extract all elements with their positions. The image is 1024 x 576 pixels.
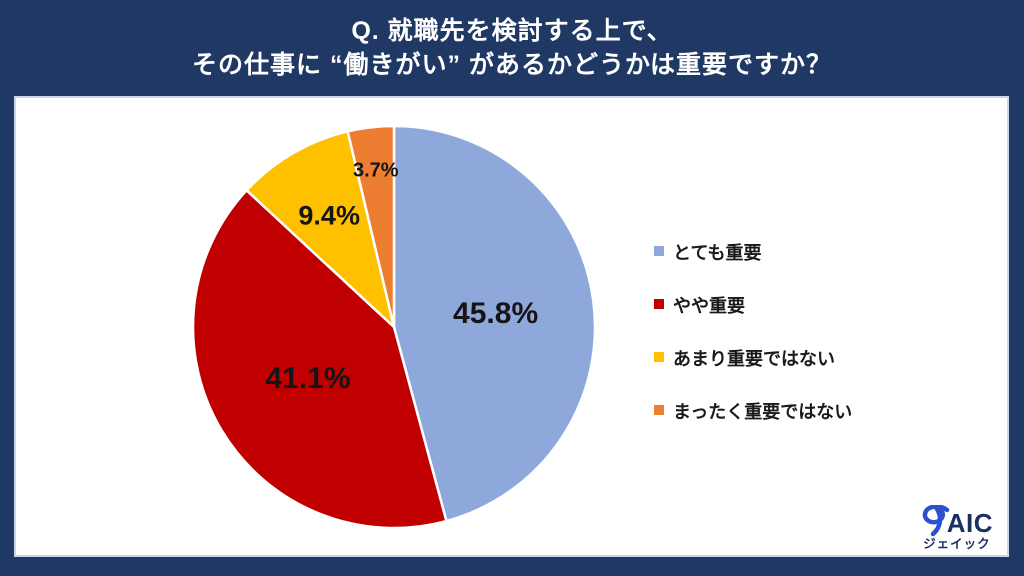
pie-slice-0 [392,124,597,523]
legend-label: あまり重要ではない [673,349,835,369]
legend-marker-not-at-all-important-icon [654,405,664,415]
legend-item-totemo-juyo: とても重要 [654,242,852,263]
question-title-line2: その仕事に “働きがい” があるかどうかは重要ですか？ [192,51,832,79]
pie-slice-2 [245,130,396,329]
pie-chart-svg [191,124,597,530]
jaic-letters: AIC [946,507,993,538]
legend-item-yaya-juyo: やや重要 [654,295,852,316]
jaic-logo: AIC ジェイック [921,504,993,551]
pie-value-label: 41.1% [265,362,351,395]
legend-item-mattaku-juyo-dewanai: まったく重要ではない [654,401,853,422]
legend: とても重要 やや重要 あまり重要ではない まったく重要ではない [654,242,852,454]
title-banner: Q. 就職先を検討する上で、 その仕事に “働きがい” があるかどうかは重要です… [0,0,1024,96]
jaic-kana: ジェイック [923,536,991,551]
pie-value-label: 3.7% [353,159,399,182]
legend-label: やや重要 [673,296,745,316]
question-title-line1: Q. 就職先を検討する上で、 [351,17,673,45]
chart-panel: 45.8% 41.1% 9.4% 3.7% とても重要 やや重要 あまり重要ではない … [14,96,1009,557]
jaic-wordmark: AIC [921,504,993,538]
pie-chart: 45.8% 41.1% 9.4% 3.7% [184,117,604,537]
pie-slice-3 [346,124,396,329]
pie-value-label: 45.8% [453,296,539,330]
legend-label: とても重要 [673,243,762,263]
pie-slice-1 [191,189,448,530]
pie-value-label: 9.4% [298,200,360,231]
legend-marker-not-very-important-icon [654,352,664,362]
jaic-j-loop-icon [922,504,949,536]
legend-marker-very-important-icon [654,246,664,256]
legend-item-amari-juyo-dewanai: あまり重要ではない [654,348,852,369]
legend-marker-somewhat-important-icon [654,299,664,309]
legend-label: まったく重要ではない [673,402,853,422]
